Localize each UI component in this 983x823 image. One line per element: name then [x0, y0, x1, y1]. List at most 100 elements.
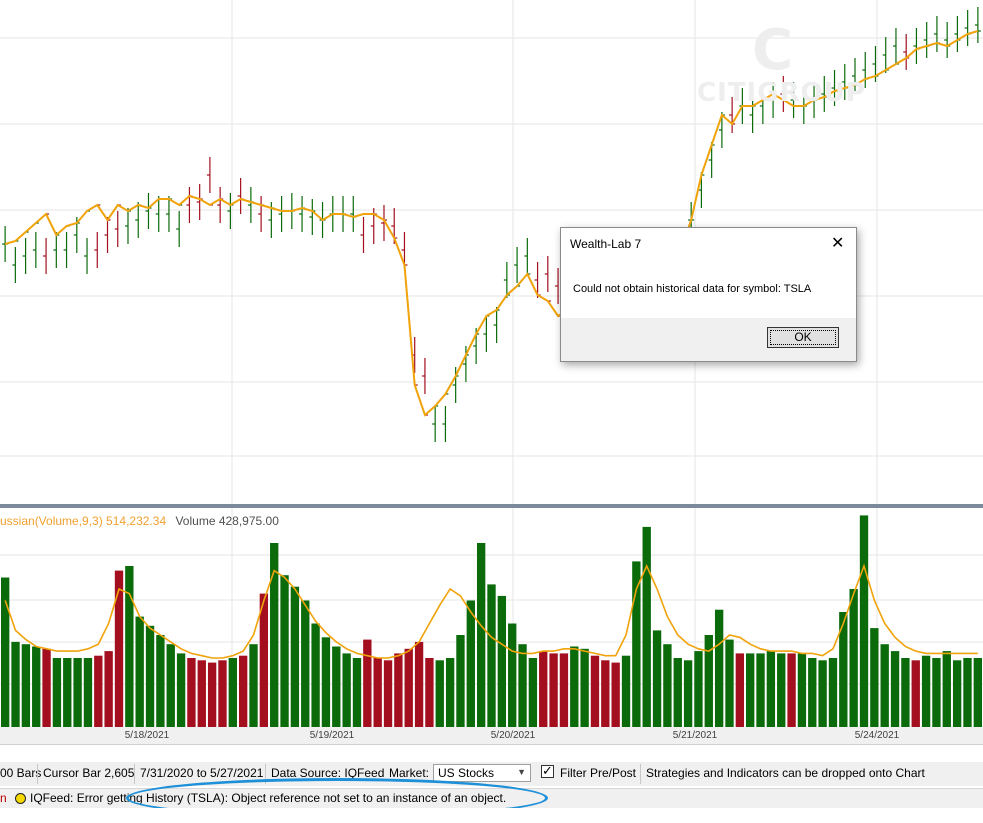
volume-bar	[414, 641, 424, 727]
checkmark-icon: ✓	[542, 763, 553, 778]
volume-bar	[808, 658, 817, 727]
watermark-company-name: CITIGROUP	[697, 78, 866, 108]
filter-prepost-label[interactable]: Filter Pre/Post	[560, 766, 637, 780]
volume-bar	[487, 584, 496, 727]
volume-bar	[456, 635, 465, 727]
volume-bar	[683, 660, 693, 727]
volume-bar	[321, 637, 331, 727]
status-separator	[265, 764, 266, 784]
volume-value-label: Volume 428,975.00	[175, 514, 279, 528]
x-tick-label: 5/21/2021	[672, 730, 718, 741]
volume-bar	[766, 651, 776, 727]
volume-bar	[476, 543, 486, 727]
pane-separator[interactable]	[0, 504, 983, 508]
chart-area[interactable]	[0, 0, 983, 762]
close-icon[interactable]: ✕	[831, 235, 845, 252]
volume-bar	[694, 651, 703, 727]
volume-bar	[735, 653, 745, 727]
volume-bar	[166, 644, 175, 727]
volume-bar	[921, 655, 931, 727]
date-range: 7/31/2020 to 5/27/2021	[140, 766, 264, 780]
volume-bar	[559, 653, 569, 727]
volume-bar	[673, 658, 682, 727]
market-dropdown-value: US Stocks	[438, 766, 495, 780]
volume-legend: ussian(Volume,9,3) 514,232.34 Volume 428…	[0, 514, 279, 528]
volume-bar	[114, 570, 124, 727]
volume-bar	[621, 655, 631, 727]
volume-bar	[135, 616, 144, 727]
volume-bar	[508, 623, 517, 727]
data-source: Data Source: IQFeed	[271, 766, 385, 780]
volume-bar	[642, 526, 651, 727]
bars-count: 00 Bars	[0, 766, 42, 780]
market-dropdown[interactable]: US Stocks ▼	[433, 764, 531, 782]
volume-bar	[870, 628, 879, 727]
status-separator	[134, 764, 135, 784]
volume-bar	[352, 658, 362, 727]
filter-prepost-checkbox[interactable]: ✓	[541, 763, 554, 778]
volume-bar	[145, 625, 155, 727]
volume-bar	[197, 660, 206, 727]
volume-bar	[818, 660, 827, 727]
volume-bar	[332, 646, 341, 727]
volume-pane	[1, 515, 982, 727]
volume-bar	[528, 658, 538, 727]
volume-bar	[901, 658, 910, 727]
dialog-message: Could not obtain historical data for sym…	[573, 283, 812, 295]
volume-bar	[249, 644, 258, 727]
volume-bar	[663, 644, 672, 727]
volume-bar	[590, 655, 600, 727]
volume-bar	[859, 515, 869, 727]
volume-bar	[549, 653, 558, 727]
watermark-letter: C	[752, 18, 794, 83]
volume-bar	[942, 651, 951, 727]
volume-bar	[849, 589, 858, 727]
volume-bar	[973, 658, 982, 727]
volume-bar	[280, 575, 289, 727]
volume-bar	[42, 648, 51, 727]
volume-smooth-line	[4, 563, 978, 659]
volume-bar	[952, 660, 962, 727]
volume-bar	[52, 658, 62, 727]
drop-hint: Strategies and Indicators can be dropped…	[646, 766, 925, 780]
volume-bar	[580, 648, 589, 727]
volume-bar	[383, 660, 393, 727]
volume-bar	[32, 646, 41, 727]
dialog-footer: OK	[561, 318, 856, 361]
volume-bar	[311, 623, 320, 727]
volume-bar	[394, 653, 403, 727]
volume-bar	[963, 658, 972, 727]
volume-bar	[94, 655, 103, 727]
chevron-down-icon: ▼	[517, 767, 526, 777]
ok-button[interactable]: OK	[767, 327, 839, 348]
volume-bar	[466, 600, 475, 727]
volume-bar	[63, 658, 72, 727]
market-label: Market:	[389, 766, 430, 780]
volume-bar	[539, 651, 548, 727]
volume-bar	[187, 658, 196, 727]
volume-bar	[652, 630, 662, 727]
volume-bar	[238, 655, 248, 727]
volume-bar	[21, 644, 31, 727]
volume-bar	[156, 635, 165, 727]
volume-bar	[342, 653, 351, 727]
volume-bar	[373, 658, 382, 727]
volume-bar	[445, 658, 455, 727]
log-fragment: n	[0, 791, 7, 805]
volume-bar	[632, 561, 641, 727]
volume-bar	[839, 612, 848, 727]
price-smooth-line-path	[4, 30, 979, 417]
volume-bar	[611, 662, 620, 727]
price-pane	[2, 7, 981, 442]
price-smooth-line	[4, 30, 979, 417]
x-tick-label: 5/20/2021	[490, 730, 536, 741]
volume-bar	[73, 658, 82, 727]
volume-bar	[911, 660, 920, 727]
volume-bar	[104, 651, 113, 727]
volume-bar	[787, 653, 796, 727]
volume-smooth-line-path	[4, 563, 978, 659]
volume-bar	[756, 653, 765, 727]
x-tick-label: 5/19/2021	[309, 730, 355, 741]
volume-bar	[11, 641, 20, 727]
volume-bar	[518, 644, 527, 727]
